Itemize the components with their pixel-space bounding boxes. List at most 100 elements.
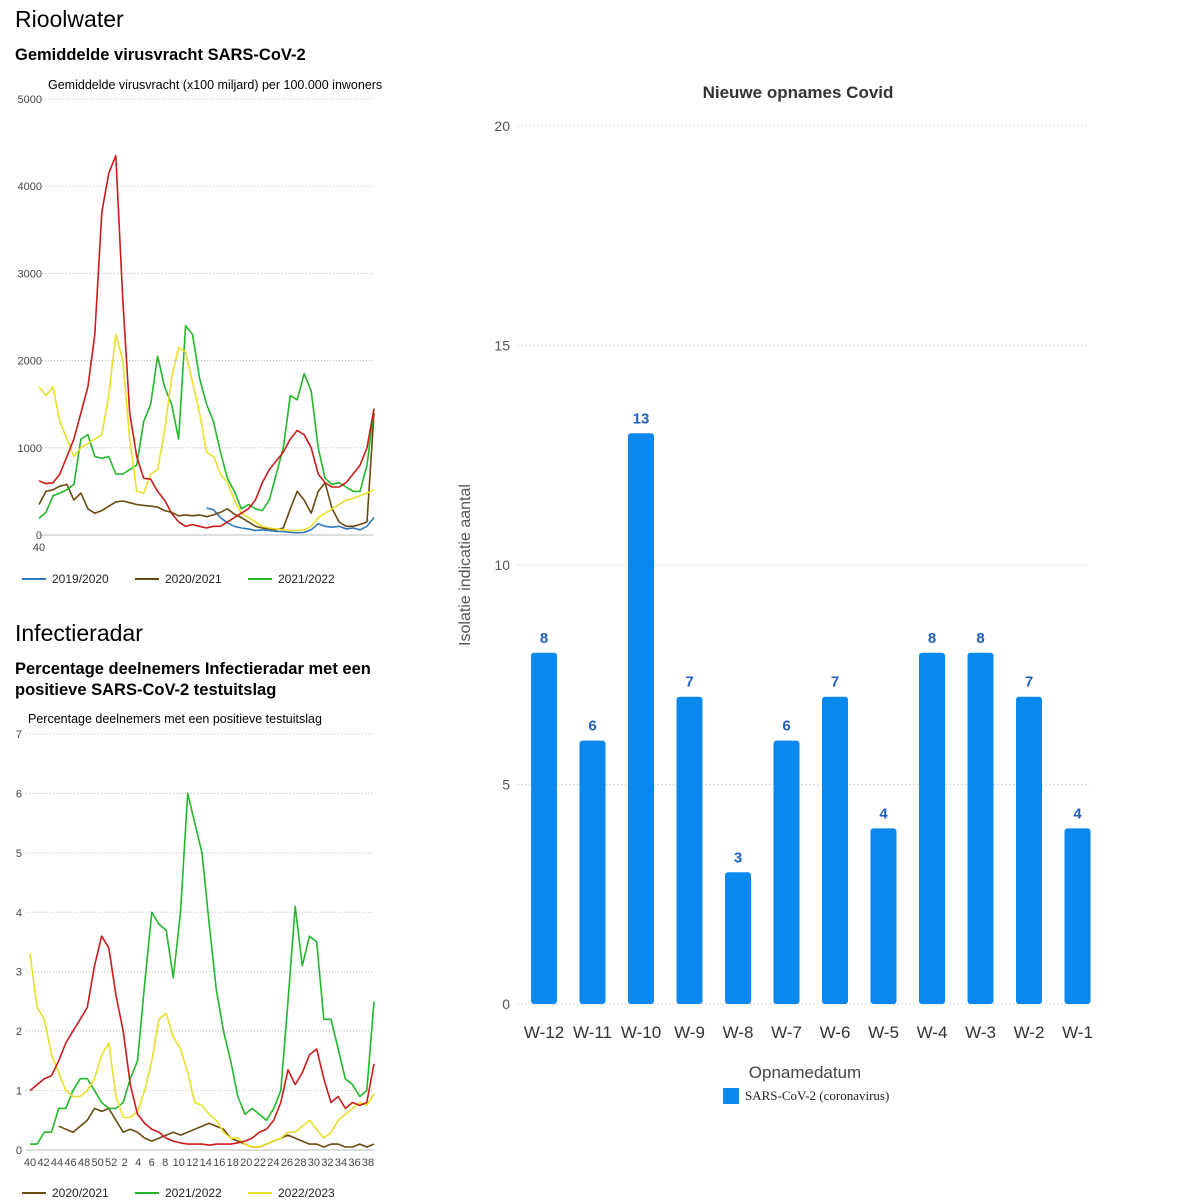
legend-label: 2020/2021 — [52, 1186, 109, 1200]
x-tick-label: 46 — [64, 1157, 76, 1169]
x-tick-label: 36 — [348, 1157, 360, 1169]
x-tick-label: 30 — [308, 1157, 320, 1169]
bar-data-label: 8 — [540, 630, 548, 647]
y-axis-label: Isolatie indicatie aantal — [457, 484, 474, 646]
bar — [1016, 696, 1042, 1004]
x-tick-label: W-8 — [723, 1023, 754, 1042]
y-tick-label: 7 — [16, 729, 22, 741]
legend-label: 2022/2023 — [278, 1186, 335, 1200]
y-tick-label: 0 — [16, 1145, 22, 1157]
y-tick-label: 3000 — [18, 268, 42, 280]
x-tick-label: 16 — [213, 1157, 225, 1169]
y-tick-label: 20 — [494, 118, 510, 134]
y-tick-label: 2 — [16, 1026, 22, 1038]
x-tick-label: 28 — [294, 1157, 306, 1169]
bar-data-label: 7 — [831, 674, 839, 691]
x-tick-label: 40 — [24, 1157, 36, 1169]
bar-data-label: 8 — [976, 630, 984, 647]
series-line-2023 — [29, 935, 375, 1146]
bar — [822, 696, 848, 1004]
x-axis-label: Opnamedatum — [749, 1063, 861, 1082]
y-tick-label: 4000 — [18, 181, 42, 193]
x-tick-label: 4 — [135, 1157, 141, 1169]
x-tick-label: 20 — [240, 1157, 252, 1169]
bar-data-label: 3 — [734, 849, 742, 866]
y-tick-label: 5 — [16, 848, 22, 860]
legend-label: SARS-CoV-2 (coronavirus) — [745, 1088, 889, 1103]
x-tick-label: 24 — [267, 1157, 279, 1169]
x-tick-label: 26 — [281, 1157, 293, 1169]
legend-label: 2021/2022 — [165, 1186, 222, 1200]
x-tick-label: 44 — [51, 1157, 63, 1169]
y-tick-label: 2000 — [18, 356, 42, 368]
y-tick-label: 4 — [16, 907, 22, 919]
bar-data-label: 7 — [1025, 674, 1033, 691]
x-tick-label: 18 — [227, 1157, 239, 1169]
x-tick-label: 22 — [254, 1157, 266, 1169]
bar — [628, 433, 654, 1004]
bar-data-label: 7 — [685, 674, 693, 691]
series-line-2022-2023 — [29, 953, 375, 1148]
series-line-2021-2022 — [38, 324, 375, 520]
x-tick-label: W-3 — [965, 1023, 996, 1042]
bar — [579, 740, 606, 1004]
bar — [870, 828, 897, 1004]
x-tick-label: W-11 — [573, 1023, 612, 1042]
section-title-rioolwater: Rioolwater — [15, 6, 124, 32]
x-tick-label: 12 — [186, 1157, 198, 1169]
series-line-2020-2021 — [58, 1107, 375, 1148]
legend-swatch — [723, 1088, 739, 1104]
x-tick-label: 42 — [37, 1157, 49, 1169]
ylabel-virusvracht: Gemiddelde virusvracht (x100 miljard) pe… — [48, 78, 383, 92]
bar-data-label: 6 — [782, 718, 790, 735]
bar — [531, 652, 557, 1004]
y-tick-label: 0 — [502, 996, 510, 1012]
series-line-2021-2022 — [30, 792, 375, 1145]
x-tick-label: W-1 — [1062, 1023, 1093, 1042]
series-line-2022-2023 — [38, 333, 375, 532]
bar — [725, 872, 751, 1004]
bar — [919, 652, 945, 1004]
bar — [1064, 828, 1091, 1004]
chart-title-virusvracht: Gemiddelde virusvracht SARS-CoV-2 — [15, 46, 306, 64]
y-tick-label: 6 — [16, 788, 22, 800]
ylabel-infectieradar: Percentage deelnemers met een positieve … — [28, 712, 322, 726]
bar-chart-title: Nieuwe opnames Covid — [703, 83, 894, 102]
series-line-2023 — [38, 154, 375, 529]
y-tick-label: 1000 — [18, 443, 42, 455]
y-tick-label: 1 — [16, 1086, 22, 1098]
legend-label: 2020/2021 — [165, 572, 222, 586]
x-tick-label: 8 — [162, 1157, 168, 1169]
x-tick-label: W-5 — [868, 1023, 899, 1042]
x-tick-label: W-12 — [524, 1023, 564, 1042]
bar — [773, 740, 800, 1004]
x-tick-label: 34 — [335, 1157, 347, 1169]
bar-data-label: 6 — [588, 718, 596, 735]
chart-title-infectieradar: Percentage deelnemers Infectieradar met … — [15, 660, 371, 699]
x-tick-label: 40 — [33, 542, 45, 554]
y-tick-label: 3 — [16, 967, 22, 979]
x-tick-label: 10 — [173, 1157, 185, 1169]
x-tick-label: W-7 — [771, 1023, 802, 1042]
series-line-2019-2020 — [206, 507, 375, 534]
x-tick-label: W-10 — [621, 1023, 661, 1042]
x-tick-label: W-6 — [820, 1023, 851, 1042]
bar — [967, 652, 994, 1004]
bar — [676, 696, 703, 1004]
section-title-infectieradar: Infectieradar — [15, 620, 143, 646]
y-tick-label: 5 — [502, 777, 510, 793]
y-tick-label: 10 — [494, 557, 510, 573]
x-tick-label: 38 — [362, 1157, 374, 1169]
bar-data-label: 8 — [928, 630, 936, 647]
x-tick-label: 2 — [122, 1157, 128, 1169]
x-tick-label: W-9 — [674, 1023, 705, 1042]
bar-data-label: 4 — [879, 805, 888, 822]
x-tick-label: 32 — [321, 1157, 333, 1169]
x-tick-label: 48 — [78, 1157, 90, 1169]
legend-label: 2021/2022 — [278, 572, 335, 586]
x-tick-label: 52 — [105, 1157, 117, 1169]
bar-data-label: 4 — [1073, 805, 1082, 822]
y-tick-label: 0 — [36, 530, 42, 542]
x-tick-label: W-2 — [1014, 1023, 1045, 1042]
